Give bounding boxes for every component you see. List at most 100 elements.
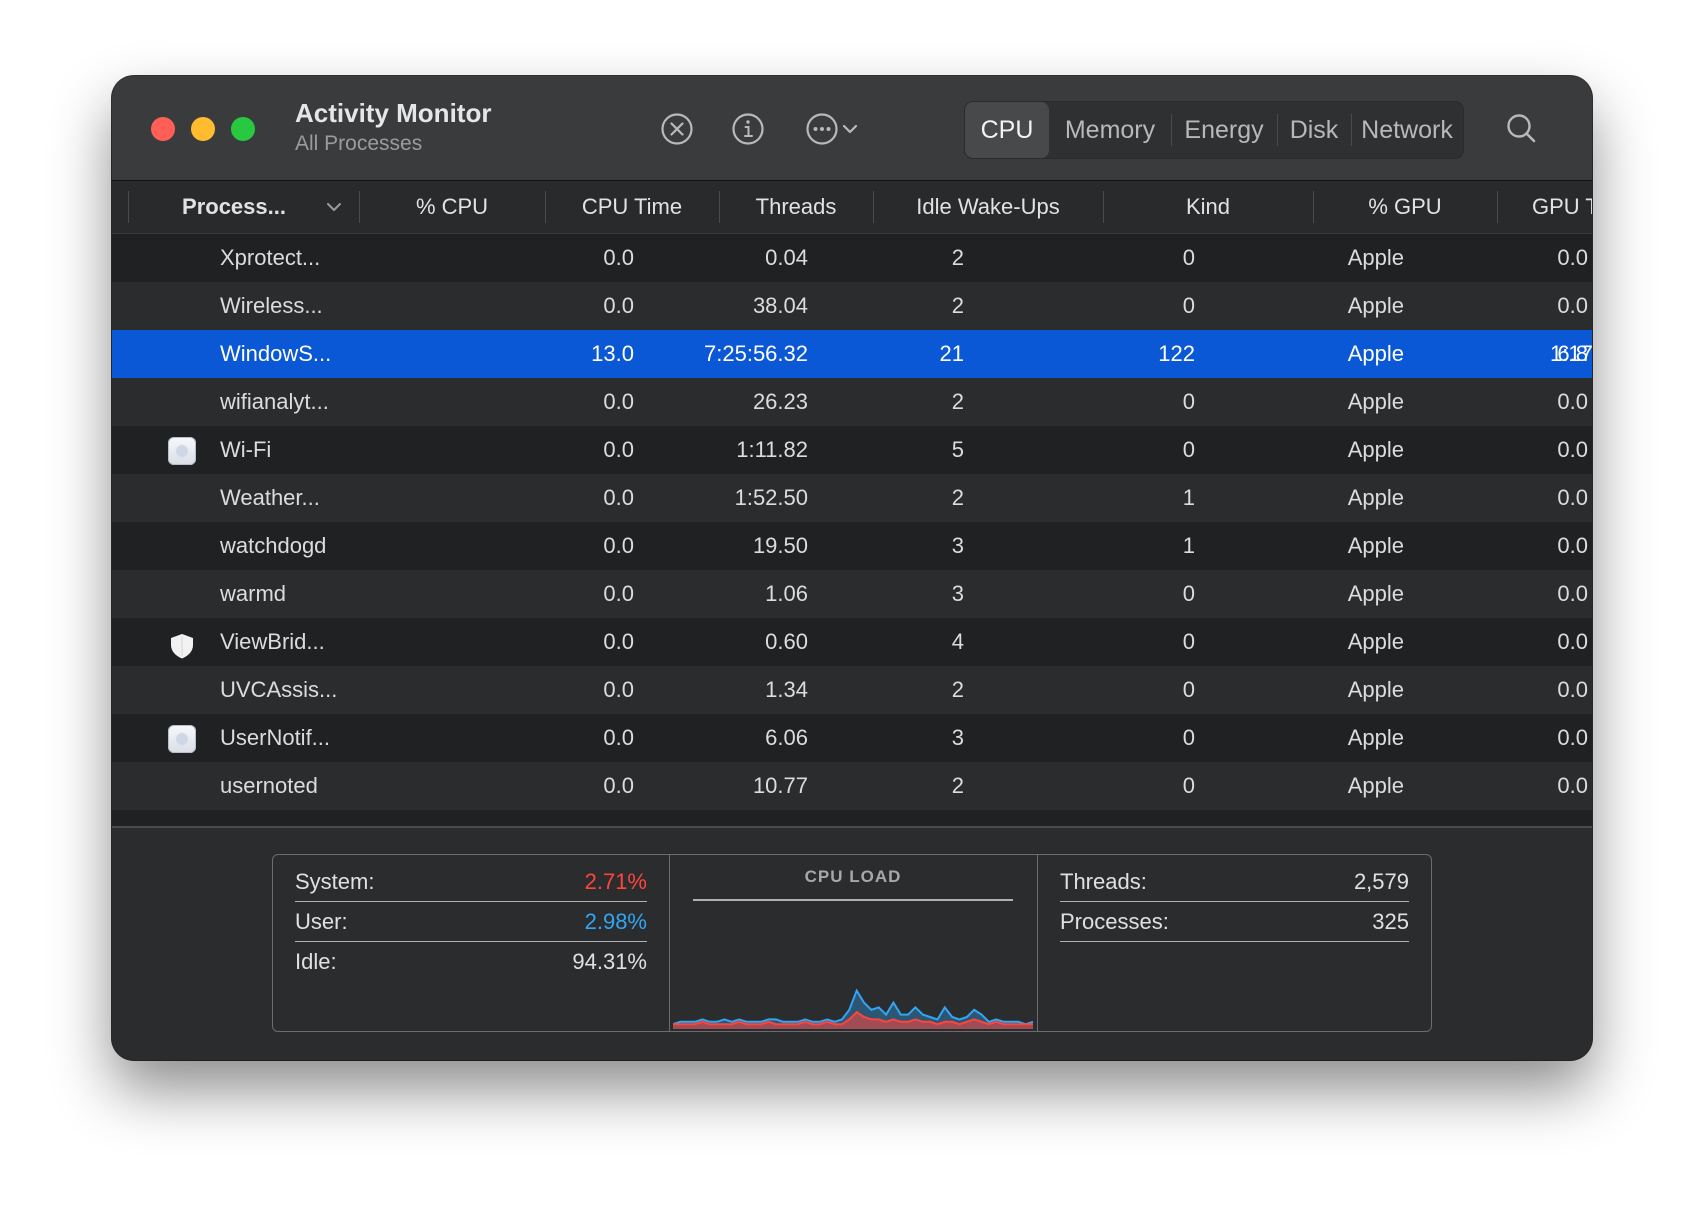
gpu-cell: 0.0 (1557, 293, 1588, 318)
kind-cell: Apple (1347, 629, 1404, 654)
column-threads[interactable]: Threads (755, 194, 837, 219)
threads-label: Threads: (1060, 869, 1147, 894)
cpu-cell: 13.0 (591, 341, 634, 366)
close-window-button[interactable] (151, 117, 175, 141)
system-value: 2.71% (584, 869, 647, 894)
idle-wakeups-cell: 0 (1182, 773, 1195, 798)
cpu-cell: 0.0 (603, 677, 634, 702)
gpu-cell: 0.0 (1557, 485, 1588, 510)
tab-energy[interactable]: Energy (1171, 102, 1277, 158)
gpu-time-cell (1550, 282, 1592, 330)
tab-network[interactable]: Network (1351, 102, 1463, 158)
tab-cpu[interactable]: CPU (965, 102, 1049, 158)
cpu-load-title: CPU LOAD (804, 867, 902, 886)
process-name-cell: UserNotif... (220, 725, 331, 750)
user-row: User: 2.98% (295, 901, 647, 942)
kind-cell: Apple (1347, 533, 1404, 558)
table-row[interactable]: WindowS... 13.0 7:25:56.32 21 122 Apple 6.8 1:1… (112, 330, 1592, 378)
column-gpu[interactable]: % GPU (1368, 194, 1442, 219)
table-row[interactable]: Weather... 0.0 1:52.50 2 1 Apple 0.0 (112, 474, 1592, 522)
gpu-cell: 0.0 (1557, 581, 1588, 606)
kind-cell: Apple (1347, 245, 1404, 270)
gpu-cell: 0.0 (1557, 389, 1588, 414)
cpu-cell: 0.0 (603, 245, 634, 270)
sort-chevron-icon[interactable] (322, 193, 346, 221)
gpu-time-cell (1550, 618, 1592, 666)
user-load-area (673, 990, 1033, 1029)
kind-cell: Apple (1347, 437, 1404, 462)
table-row[interactable]: ViewBrid... 0.0 0.60 4 0 Apple 0.0 (112, 618, 1592, 666)
gpu-time-cell (1550, 762, 1592, 810)
process-name-cell: Wi-Fi (220, 437, 272, 462)
cpu-time-cell: 10.77 (752, 773, 808, 798)
idle-wakeups-cell: 0 (1182, 245, 1195, 270)
cpu-time-cell: 38.04 (752, 293, 808, 318)
column-separator (1313, 191, 1314, 223)
gpu-cell: 0.0 (1557, 437, 1588, 462)
process-summary: Threads: 2,579 Processes: 325 (1038, 855, 1431, 1031)
gpu-time-cell (1550, 666, 1592, 714)
cpu-cell: 0.0 (603, 293, 634, 318)
column-separator (1497, 191, 1498, 223)
idle-wakeups-cell: 0 (1182, 581, 1195, 606)
tab-memory[interactable]: Memory (1064, 115, 1156, 144)
column-gpu-time[interactable]: GPU T (1532, 194, 1592, 219)
threads-cell: 2 (951, 485, 964, 510)
chevron-down-icon[interactable] (836, 107, 864, 151)
table-row[interactable]: Wireless... 0.0 38.04 2 0 Apple 0.0 (112, 282, 1592, 330)
kind-cell: Apple (1347, 773, 1404, 798)
kind-cell: Apple (1347, 581, 1404, 606)
column-kind[interactable]: Kind (1185, 194, 1231, 219)
more-options-icon[interactable] (800, 107, 844, 151)
idle-wakeups-cell: 1 (1182, 533, 1195, 558)
stats-box: System: 2.71% User: 2.98% Idle: 94.31% C… (272, 854, 1432, 1032)
table-row[interactable]: UserNotif... 0.0 6.06 3 0 Apple 0.0 (112, 714, 1592, 762)
column-idle-wakeups[interactable]: Idle Wake-Ups (916, 194, 1060, 219)
process-name-cell: UVCAssis... (220, 677, 338, 702)
process-name-cell: usernoted (220, 773, 318, 798)
minimize-window-button[interactable] (191, 117, 215, 141)
table-row[interactable]: watchdogd 0.0 19.50 3 1 Apple 0.0 (112, 522, 1592, 570)
gpu-time-cell (1550, 426, 1592, 474)
gpu-time-cell: 1:17 (1550, 341, 1592, 366)
kind-cell: Apple (1347, 485, 1404, 510)
gpu-cell: 0.0 (1557, 629, 1588, 654)
threads-cell: 2 (951, 245, 964, 270)
table-row[interactable]: usernoted 0.0 10.77 2 0 Apple 0.0 (112, 762, 1592, 810)
process-table: Xprotect... 0.0 0.04 2 0 Apple 0.0 Wireless... 0… (112, 234, 1592, 810)
column-cpu[interactable]: % CPU (415, 194, 489, 219)
table-row[interactable]: Wi-Fi 0.0 1:11.82 5 0 Apple 0.0 (112, 426, 1592, 474)
process-name-cell: warmd (220, 581, 287, 606)
gpu-time-cell (1550, 378, 1592, 426)
cpu-time-cell: 19.50 (752, 533, 808, 558)
idle-wakeups-cell: 0 (1182, 677, 1195, 702)
threads-cell: 2 (951, 293, 964, 318)
search-icon[interactable] (1500, 107, 1544, 151)
cpu-time-cell: 1:52.50 (734, 485, 808, 510)
table-row[interactable]: warmd 0.0 1.06 3 0 Apple 0.0 (112, 570, 1592, 618)
app-icon (168, 437, 196, 465)
gpu-cell: 6.8 (1557, 341, 1588, 366)
zoom-window-button[interactable] (231, 117, 255, 141)
process-name-cell: Xprotect... (220, 245, 321, 270)
stop-process-icon[interactable] (655, 107, 699, 151)
table-row[interactable]: Xprotect... 0.0 0.04 2 0 Apple 0.0 (112, 234, 1592, 282)
cpu-time-cell: 1:11.82 (736, 437, 808, 462)
process-name-cell: wifianalyt... (220, 389, 329, 414)
column-separator (128, 191, 129, 223)
processes-value: 325 (1372, 909, 1409, 934)
column-separator (545, 191, 546, 223)
processes-label: Processes: (1060, 909, 1169, 934)
user-label: User: (295, 909, 348, 934)
table-row[interactable]: wifianalyt... 0.0 26.23 2 0 Apple 0.0 (112, 378, 1592, 426)
column-cpu-time[interactable]: CPU Time (581, 194, 683, 219)
process-name-cell: ViewBrid... (220, 629, 325, 654)
tab-disk[interactable]: Disk (1277, 102, 1351, 158)
threads-cell: 5 (951, 437, 964, 462)
system-load-area (673, 1012, 1033, 1029)
info-icon[interactable] (726, 107, 770, 151)
cpu-time-cell: 7:25:56.32 (704, 341, 808, 366)
table-row[interactable]: UVCAssis... 0.0 1.34 2 0 Apple 0.0 (112, 666, 1592, 714)
processes-row: Processes: 325 (1060, 901, 1409, 942)
column-process[interactable]: Process... (182, 194, 286, 219)
